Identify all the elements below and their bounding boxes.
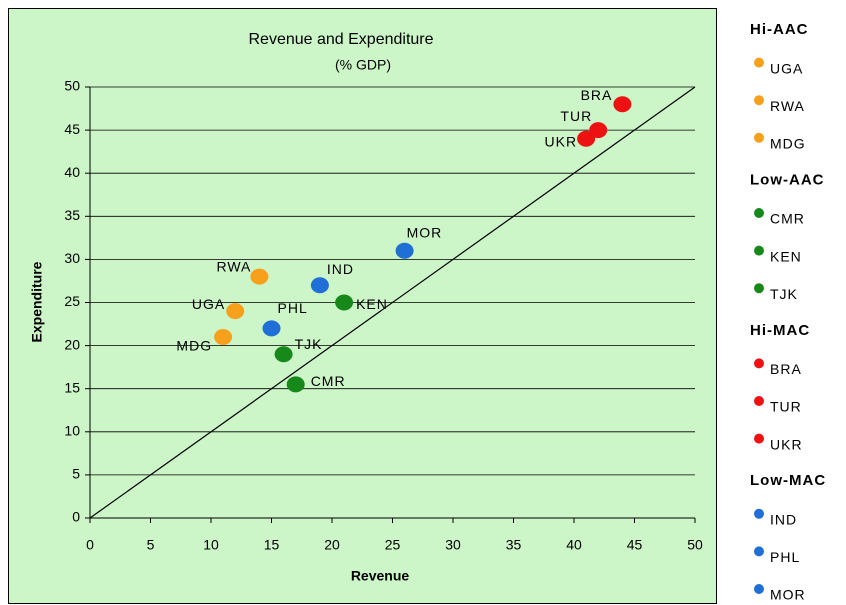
x-tick-label: 10 xyxy=(203,537,219,553)
y-tick-label: 50 xyxy=(64,78,80,94)
y-tick-label: 25 xyxy=(64,293,80,309)
point xyxy=(250,268,269,285)
y-tick-label: 40 xyxy=(64,164,80,180)
legend-label: BRA xyxy=(770,361,802,377)
legend-label: CMR xyxy=(770,211,805,227)
legend-marker xyxy=(754,132,764,143)
point xyxy=(310,277,329,294)
y-tick-label: 10 xyxy=(64,423,80,439)
x-tick-label: 5 xyxy=(147,537,155,553)
legend-marker xyxy=(754,546,764,557)
x-axis-label: Revenue xyxy=(351,568,410,584)
x-tick-label: 20 xyxy=(324,537,340,553)
legend-label: PHL xyxy=(770,549,800,565)
y-tick-label: 30 xyxy=(64,250,80,266)
y-tick-label: 0 xyxy=(72,509,80,525)
point xyxy=(226,303,245,320)
legend-marker xyxy=(754,245,764,256)
point xyxy=(613,96,632,113)
point xyxy=(335,294,354,311)
legend-label: UGA xyxy=(770,60,803,76)
chart-subtitle: (% GDP) xyxy=(335,57,391,73)
legend-marker xyxy=(754,208,764,218)
legend-header: Low-AAC xyxy=(750,171,825,188)
chart-area xyxy=(8,8,717,604)
diagonal-line xyxy=(89,86,696,519)
point-label: CMR xyxy=(311,373,346,389)
legend-marker xyxy=(754,584,764,594)
x-tick-label: 45 xyxy=(627,537,643,553)
y-tick-label: 15 xyxy=(64,379,80,395)
legend-label: IND xyxy=(770,512,797,528)
legend-marker xyxy=(754,57,764,68)
x-tick-label: 25 xyxy=(385,537,401,553)
legend-label: KEN xyxy=(770,248,802,264)
x-tick-label: 30 xyxy=(445,537,461,553)
point-label: RWA xyxy=(217,258,252,274)
y-tick-label: 20 xyxy=(64,336,80,352)
chart-title: Revenue and Expenditure xyxy=(248,31,433,48)
x-tick-label: 50 xyxy=(687,537,703,553)
point xyxy=(589,122,608,139)
point xyxy=(214,328,233,345)
legend-label: TUR xyxy=(770,399,802,415)
legend-label: RWA xyxy=(770,98,805,114)
point-label: BRA xyxy=(581,87,613,103)
legend-label: UKR xyxy=(770,436,803,452)
point xyxy=(262,320,281,337)
legend-label: MOR xyxy=(770,587,806,603)
legend-marker xyxy=(754,508,764,519)
x-tick-label: 35 xyxy=(506,537,522,553)
legend-header: Hi-AAC xyxy=(750,21,809,38)
point-label: TUR xyxy=(560,108,592,124)
x-tick-label: 15 xyxy=(264,537,280,553)
legend-marker xyxy=(754,396,764,406)
legend-marker xyxy=(754,95,764,106)
legend-label: TJK xyxy=(770,286,798,302)
point-label: PHL xyxy=(278,300,308,316)
y-tick-label: 5 xyxy=(72,466,80,482)
point-label: IND xyxy=(327,261,354,277)
point xyxy=(577,130,596,147)
point-label: KEN xyxy=(356,296,388,312)
x-tick-label: 40 xyxy=(566,537,582,553)
legend-marker xyxy=(754,433,764,444)
legend-header: Low-MAC xyxy=(750,472,826,489)
point xyxy=(286,376,305,393)
legend-marker xyxy=(754,358,764,369)
y-tick-label: 45 xyxy=(64,121,80,137)
y-axis-label: Expenditure xyxy=(29,261,45,342)
x-tick-label: 0 xyxy=(86,537,94,553)
point-label: MOR xyxy=(407,224,443,240)
point xyxy=(395,242,414,259)
point xyxy=(274,346,293,363)
point-label: UGA xyxy=(192,296,225,312)
legend-label: MDG xyxy=(770,136,806,152)
point-label: MDG xyxy=(176,338,212,354)
legend-header: Hi-MAC xyxy=(750,322,810,339)
point-label: UKR xyxy=(545,133,578,149)
y-tick-label: 35 xyxy=(64,207,80,223)
point-label: TJK xyxy=(295,336,323,352)
legend-marker xyxy=(754,283,764,294)
